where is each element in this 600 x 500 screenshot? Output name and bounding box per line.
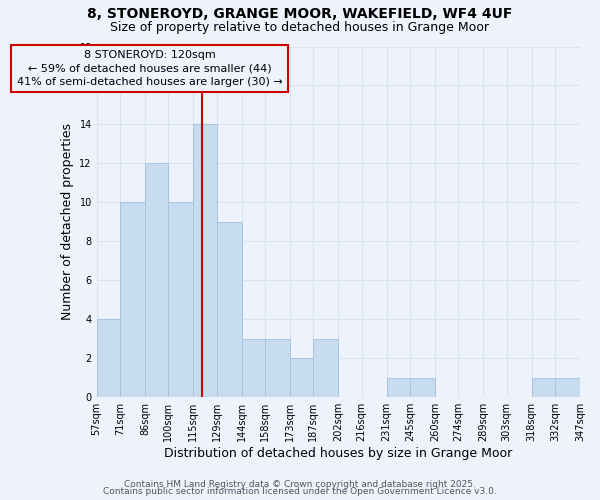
Bar — [532, 378, 555, 397]
Bar — [120, 202, 145, 397]
X-axis label: Distribution of detached houses by size in Grange Moor: Distribution of detached houses by size … — [164, 447, 512, 460]
Y-axis label: Number of detached properties: Number of detached properties — [61, 124, 74, 320]
Bar — [555, 378, 580, 397]
Text: Contains HM Land Registry data © Crown copyright and database right 2025.: Contains HM Land Registry data © Crown c… — [124, 480, 476, 489]
Text: 8, STONEROYD, GRANGE MOOR, WAKEFIELD, WF4 4UF: 8, STONEROYD, GRANGE MOOR, WAKEFIELD, WF… — [88, 8, 512, 22]
Bar — [242, 339, 265, 397]
Bar — [410, 378, 435, 397]
Bar — [97, 320, 120, 397]
Bar — [145, 164, 168, 397]
Bar — [290, 358, 313, 397]
Bar — [193, 124, 217, 397]
Text: Size of property relative to detached houses in Grange Moor: Size of property relative to detached ho… — [110, 21, 490, 34]
Bar — [217, 222, 242, 397]
Text: 8 STONEROYD: 120sqm
← 59% of detached houses are smaller (44)
41% of semi-detach: 8 STONEROYD: 120sqm ← 59% of detached ho… — [17, 50, 283, 87]
Bar — [168, 202, 193, 397]
Bar — [313, 339, 338, 397]
Bar — [386, 378, 410, 397]
Bar — [265, 339, 290, 397]
Bar — [580, 378, 600, 397]
Text: Contains public sector information licensed under the Open Government Licence v3: Contains public sector information licen… — [103, 488, 497, 496]
